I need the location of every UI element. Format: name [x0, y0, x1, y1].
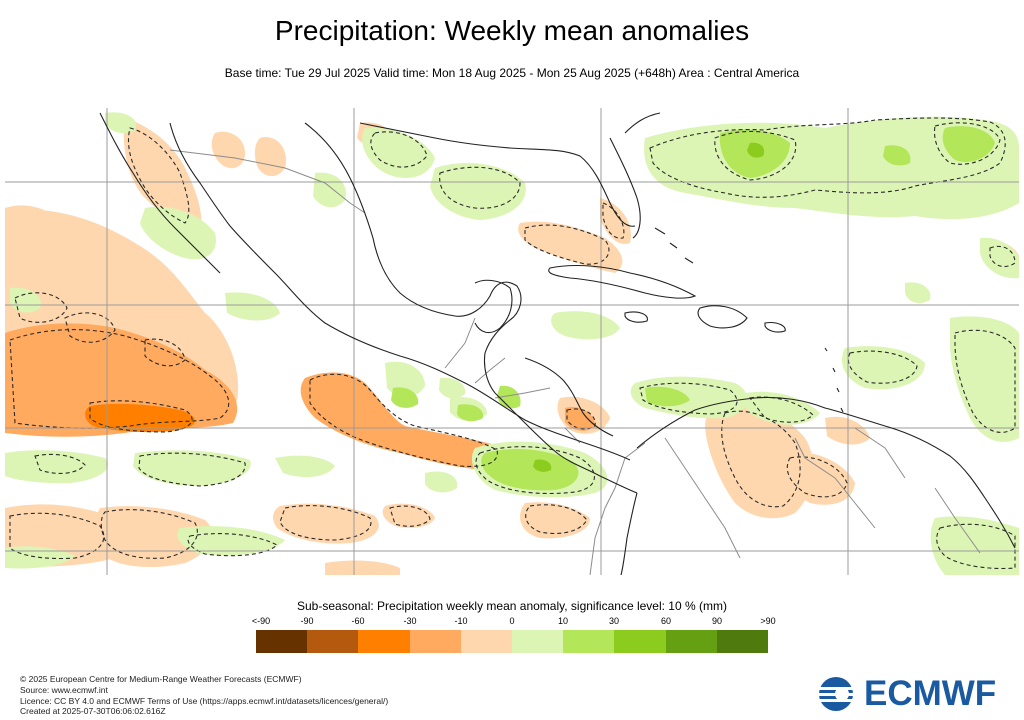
legend-tick: 60 — [660, 616, 672, 626]
legend-tick: -30 — [403, 616, 417, 626]
chart-subtitle: Base time: Tue 29 Jul 2025 Valid time: M… — [224, 66, 800, 80]
legend-swatch — [307, 630, 359, 653]
anomaly-map — [5, 108, 1019, 575]
legend-swatch — [665, 630, 717, 653]
legend-tick: 90 — [711, 616, 723, 626]
wet-anomaly-strong-regions — [533, 142, 765, 472]
legend-colorbar — [256, 630, 769, 653]
ecmwf-logo: ECMWF — [812, 674, 1012, 713]
dry-anomaly-strong-regions — [85, 403, 195, 433]
footer-licence: Licence: CC BY 4.0 and ECMWF Terms of Us… — [20, 695, 389, 706]
ecmwf-logo-text: ECMWF — [864, 674, 997, 713]
legend-swatch — [409, 630, 461, 653]
legend-swatch — [563, 630, 615, 653]
legend-tick: 30 — [608, 616, 620, 626]
political-borders — [169, 149, 981, 575]
legend-swatch — [716, 630, 769, 653]
legend-tick: 0 — [509, 616, 515, 626]
footer-copyright: © 2025 European Centre for Medium-Range … — [20, 674, 302, 684]
legend-tick-labels: <-90 -90 -60 -30 -10 0 10 30 60 90 >90 — [0, 616, 1024, 628]
legend-tick: <-90 — [251, 616, 271, 626]
chart-title: Precipitation: Weekly mean anomalies — [274, 15, 750, 46]
footer-credits: © 2025 European Centre for Medium-Range … — [20, 674, 388, 717]
footer-source: Source: www.ecmwf.int — [20, 684, 108, 695]
legend-tick: 10 — [557, 616, 569, 626]
legend-tick: -60 — [351, 616, 365, 626]
dry-anomaly-mid-regions — [5, 323, 595, 470]
coastlines — [99, 112, 1016, 575]
legend-title: Sub-seasonal: Precipitation weekly mean … — [297, 599, 727, 613]
legend-swatch — [358, 630, 410, 653]
ecmwf-logo-mark-icon — [812, 677, 860, 711]
significance-contours — [9, 117, 1016, 569]
legend-tick: >90 — [760, 616, 776, 626]
legend-tick: -90 — [300, 616, 314, 626]
legend-swatch — [512, 630, 564, 653]
legend-tick: -10 — [454, 616, 468, 626]
footer-created: Created at 2025-07-30T06:06:02.616Z — [20, 706, 166, 717]
legend-swatch — [460, 630, 513, 653]
legend-swatch — [256, 630, 308, 653]
legend-swatch — [614, 630, 666, 653]
